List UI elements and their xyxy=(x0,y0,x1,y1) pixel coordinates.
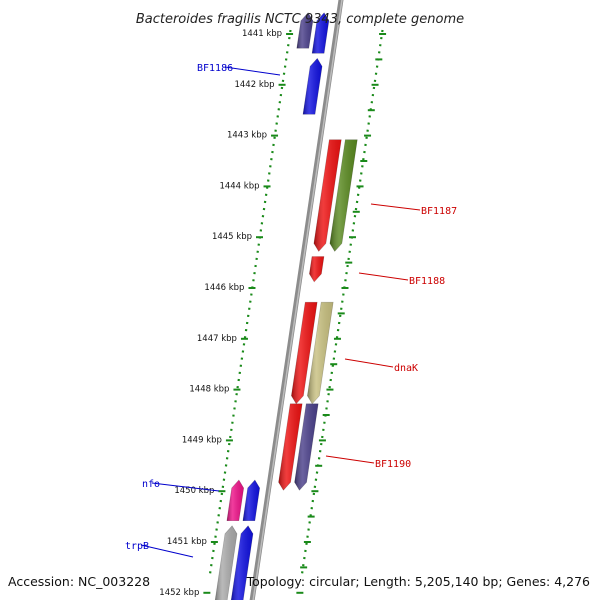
ruler-tick-label: 1448 kbp xyxy=(189,385,229,395)
gene-arrow-bf1186-shade xyxy=(303,58,323,115)
leader-line-bf1186 xyxy=(224,66,281,76)
gene-label-nfo: nfo xyxy=(142,479,160,490)
ruler-tick-label: 1443 kbp xyxy=(227,131,267,141)
gene-layer xyxy=(214,12,358,600)
map-title: Bacteroides fragilis NCTC 9343, complete… xyxy=(136,12,464,27)
leader-line-nfo xyxy=(151,482,220,492)
gene-label-bf1186: BF1186 xyxy=(197,63,233,74)
ruler-tick-label: 1451 kbp xyxy=(167,537,207,547)
leader-line-bf1187 xyxy=(370,203,421,211)
gene-arrow-shade xyxy=(231,525,253,600)
leader-line-bf1188 xyxy=(358,272,409,281)
gene-arrow-bf1188-shade xyxy=(309,256,324,282)
backbone-line xyxy=(249,0,344,600)
background-layer: 1441 kbp 1442 kbp 1443 kbp 1444 kbp 1445 kbp… xyxy=(159,0,387,600)
gene-label-bf1187: BF1187 xyxy=(421,206,457,217)
right-ruler-line xyxy=(300,29,384,576)
ruler-tick-label: 1445 kbp xyxy=(212,232,252,242)
leader-line-dnak xyxy=(344,358,394,368)
gene-label-dnak: dnaK xyxy=(394,363,418,374)
ruler-tick-label: 1447 kbp xyxy=(197,334,237,344)
gene-arrow-dnak-shade xyxy=(291,302,318,404)
gene-label-trpb: trpB xyxy=(125,541,149,552)
gene-arrow-shade xyxy=(307,302,334,404)
gene-arrow-shade xyxy=(242,480,260,521)
gene-arrow-bf1190-shade xyxy=(278,403,303,491)
gene-arrow-bf1187-shade xyxy=(313,139,342,252)
leader-line-bf1190 xyxy=(325,455,375,464)
ruler-tick-label: 1450 kbp xyxy=(174,486,214,496)
left-ruler-line xyxy=(208,29,292,576)
gene-arrow-shade xyxy=(294,403,319,491)
ruler-tick-label: 1452 kbp xyxy=(159,588,199,598)
gene-arrow-nfo-shade xyxy=(226,480,244,521)
backbone-highlight xyxy=(252,0,343,600)
gene-arrow-shade xyxy=(329,139,358,252)
ruler-tick-label: 1446 kbp xyxy=(204,283,244,293)
leader-line-trpb xyxy=(140,544,194,558)
ruler-tick-label: 1444 kbp xyxy=(219,181,259,191)
gene-label-bf1188: BF1188 xyxy=(409,276,445,287)
gene-arrow-trpb-shade xyxy=(215,525,237,600)
gene-label-bf1190: BF1190 xyxy=(375,459,411,470)
gene-arrow-shade xyxy=(296,12,313,49)
genome-summary: Topology: circular; Length: 5,205,140 bp… xyxy=(246,574,590,589)
label-layer: BF1186 BF1187 BF1188 dnaK BF1190 nfo trpB xyxy=(125,63,457,558)
ruler-tick-label: 1449 kbp xyxy=(182,435,222,445)
accession-label: Accession: NC_003228 xyxy=(8,574,150,589)
gene-arrow-shade xyxy=(312,12,329,54)
ruler-tick-label: 1442 kbp xyxy=(234,80,274,90)
ruler-tick-label: 1441 kbp xyxy=(242,29,282,39)
